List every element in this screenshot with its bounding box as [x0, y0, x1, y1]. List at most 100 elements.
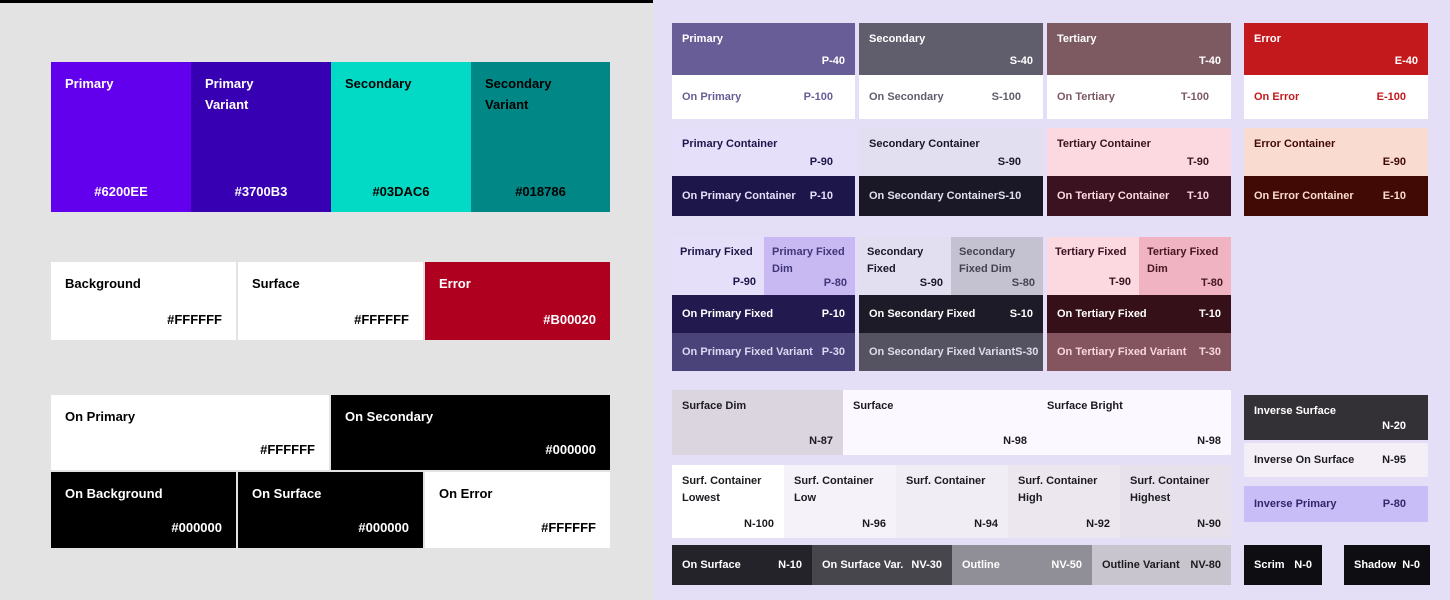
- swatch-label: On Primary Fixed Variant: [682, 345, 813, 358]
- swatch-hex: #FFFFFF: [260, 442, 315, 457]
- swatch-hex: #FFFFFF: [354, 312, 409, 327]
- tone-label: E-100: [1376, 91, 1406, 103]
- swatch-on-secondary: On Secondary #000000: [331, 395, 610, 470]
- swatch-m3-on-primary: On Primary P-100: [672, 75, 855, 119]
- swatch-label: Secondary Container: [869, 138, 980, 150]
- tone-label: N-92: [1086, 518, 1110, 530]
- swatch-on-error: On Error #FFFFFF: [425, 472, 610, 548]
- swatch-m3-primary: Primary P-40: [672, 23, 855, 75]
- swatch-m3-on-secondary-fixed-variant: On Secondary Fixed Variant S-30: [859, 333, 1043, 371]
- tone-label: T-10: [1186, 190, 1209, 202]
- swatch-hex: #6200EE: [94, 184, 148, 199]
- tone-label: T-90: [1186, 156, 1209, 168]
- tone-label: NV-80: [1190, 559, 1221, 571]
- swatch-m3-on-secondary: On Secondary S-100: [859, 75, 1043, 119]
- tone-label: N-0: [1294, 559, 1312, 571]
- tone-label: S-80: [1011, 277, 1035, 289]
- swatch-m3-surface-container-low: Surf. Container Low N-96: [784, 465, 896, 538]
- tone-label: T-90: [1108, 276, 1131, 288]
- swatch-label: Tertiary Fixed: [1055, 246, 1127, 258]
- swatch-m3-surface: Surface N-98: [843, 390, 1037, 455]
- swatch-label: On Primary: [65, 409, 136, 424]
- swatch-label: Secondary Variant: [485, 76, 552, 112]
- swatch-label: Inverse Primary: [1254, 497, 1337, 510]
- swatch-label: Surf. Container: [906, 475, 986, 487]
- swatch-hex: #FFFFFF: [541, 520, 596, 535]
- swatch-m3-on-primary-container: On Primary Container P-10: [672, 176, 855, 216]
- swatch-label: Error Container: [1254, 138, 1336, 150]
- swatch-hex: #000000: [171, 520, 222, 535]
- swatch-label: Inverse On Surface: [1254, 453, 1355, 466]
- swatch-m3-on-primary-fixed-variant: On Primary Fixed Variant P-30: [672, 333, 855, 371]
- swatch-m3-on-tertiary-container: On Tertiary Container T-10: [1047, 176, 1231, 216]
- swatch-m3-secondary-fixed: Secondary Fixed S-90: [859, 237, 951, 295]
- tone-label: N-10: [778, 559, 802, 571]
- swatch-label: On Tertiary Fixed Variant: [1057, 345, 1187, 358]
- swatch-label: On Secondary: [345, 409, 434, 424]
- swatch-hex: #FFFFFF: [167, 312, 222, 327]
- tone-label: S-90: [997, 156, 1021, 168]
- swatch-hex: #B00020: [543, 312, 596, 327]
- swatch-error: Error #B00020: [425, 262, 610, 340]
- swatch-m3-tertiary-fixed-dim: Tertiary Fixed Dim T-80: [1139, 237, 1231, 295]
- swatch-m3-shadow: Shadow N-0: [1344, 545, 1430, 585]
- swatch-label: On Primary Container: [682, 189, 796, 202]
- tone-label: N-100: [744, 518, 774, 530]
- swatch-label: On Surface: [682, 558, 741, 571]
- swatch-m3-tertiary-container: Tertiary Container T-90: [1047, 128, 1231, 176]
- swatch-label: On Secondary Fixed: [869, 307, 976, 320]
- swatch-on-background: On Background #000000: [51, 472, 236, 548]
- swatch-label: Primary: [65, 76, 114, 91]
- tone-label: S-40: [1009, 55, 1033, 67]
- swatch-label: On Background: [65, 486, 163, 501]
- tone-label: N-94: [974, 518, 998, 530]
- swatch-label: On Tertiary Fixed: [1057, 307, 1147, 320]
- swatch-m3-primary-fixed-dim: Primary Fixed Dim P-80: [764, 237, 855, 295]
- swatch-background: Background #FFFFFF: [51, 262, 236, 340]
- tone-label: T-80: [1200, 277, 1223, 289]
- tone-label: N-98: [1003, 435, 1027, 447]
- swatch-m3-on-tertiary: On Tertiary T-100: [1047, 75, 1231, 119]
- swatch-label: On Surface Var.: [822, 558, 904, 571]
- swatch-m3-surface-container-lowest: Surf. Container Lowest N-100: [672, 465, 784, 538]
- swatch-m3-surface-bright: Surface Bright N-98: [1037, 390, 1231, 455]
- tone-label: P-80: [823, 277, 847, 289]
- swatch-m3-on-tertiary-fixed: On Tertiary Fixed T-10: [1047, 295, 1231, 333]
- tone-label: P-90: [732, 276, 756, 288]
- swatch-label: Scrim: [1254, 558, 1285, 571]
- tone-label: P-40: [821, 55, 845, 67]
- swatch-m3-error: Error E-40: [1244, 23, 1428, 75]
- swatch-primary-variant: Primary Variant #3700B3: [191, 62, 331, 212]
- swatch-label: Secondary Fixed Dim: [959, 246, 1016, 275]
- tone-label: T-30: [1198, 346, 1221, 358]
- swatch-label: Outline: [962, 558, 1000, 571]
- tone-label: T-40: [1198, 55, 1221, 67]
- swatch-m3-inverse-primary: Inverse Primary P-80: [1244, 486, 1428, 522]
- swatch-label: Secondary: [869, 33, 926, 45]
- swatch-m3-on-primary-fixed: On Primary Fixed P-10: [672, 295, 855, 333]
- tone-label: E-10: [1382, 190, 1406, 202]
- swatch-m3-outline-variant: Outline Variant NV-80: [1092, 545, 1231, 585]
- swatch-label: Background: [65, 276, 141, 291]
- swatch-secondary-variant: Secondary Variant #018786: [471, 62, 610, 212]
- tone-label: N-90: [1197, 518, 1221, 530]
- swatch-hex: #018786: [515, 184, 566, 199]
- tone-label: T-100: [1180, 91, 1209, 103]
- swatch-primary: Primary #6200EE: [51, 62, 191, 212]
- swatch-m3-tertiary: Tertiary T-40: [1047, 23, 1231, 75]
- swatch-label: On Secondary Fixed Variant: [869, 345, 1016, 358]
- swatch-label: Surface Dim: [682, 400, 747, 412]
- tone-label: NV-50: [1051, 559, 1082, 571]
- tone-label: P-10: [809, 190, 833, 202]
- tone-label: E-90: [1382, 156, 1406, 168]
- swatch-label: On Secondary Container: [869, 189, 998, 202]
- swatch-label: Surf. Container High: [1018, 475, 1098, 504]
- swatch-m3-on-secondary-container: On Secondary Container S-10: [859, 176, 1043, 216]
- swatch-label: Surf. Container Highest: [1130, 475, 1210, 504]
- swatch-label: On Error Container: [1254, 189, 1354, 202]
- swatch-m3-primary-fixed: Primary Fixed P-90: [672, 237, 764, 295]
- swatch-label: On Tertiary: [1057, 90, 1115, 103]
- swatch-label: On Primary Fixed: [682, 307, 774, 320]
- swatch-label: Primary Container: [682, 138, 778, 150]
